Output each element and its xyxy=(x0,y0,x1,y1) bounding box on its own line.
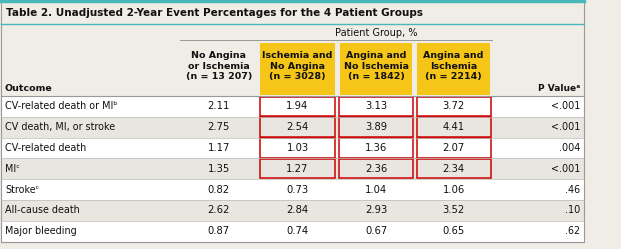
Text: 1.06: 1.06 xyxy=(443,185,465,194)
Text: CV-related death: CV-related death xyxy=(5,143,86,153)
Bar xyxy=(339,138,413,158)
Bar xyxy=(260,43,335,95)
Text: 2.62: 2.62 xyxy=(207,205,230,215)
Text: No Angina
or Ischemia
(n = 13 207): No Angina or Ischemia (n = 13 207) xyxy=(186,51,252,81)
Text: .62: .62 xyxy=(565,226,580,236)
Bar xyxy=(1,42,584,96)
Text: 0.73: 0.73 xyxy=(286,185,309,194)
Text: Patient Group, %: Patient Group, % xyxy=(335,28,417,38)
Text: 2.36: 2.36 xyxy=(365,164,387,174)
Text: .46: .46 xyxy=(565,185,580,194)
Text: 1.36: 1.36 xyxy=(365,143,387,153)
Bar xyxy=(417,159,491,178)
Text: .004: .004 xyxy=(559,143,580,153)
Bar xyxy=(183,43,255,95)
Bar xyxy=(1,0,584,25)
Text: 1.03: 1.03 xyxy=(286,143,309,153)
Text: Angina and
Ischemia
(n = 2214): Angina and Ischemia (n = 2214) xyxy=(424,51,484,81)
Bar xyxy=(339,118,413,137)
Text: 1.27: 1.27 xyxy=(286,164,309,174)
Text: P Valueᵃ: P Valueᵃ xyxy=(538,84,580,93)
Text: 1.04: 1.04 xyxy=(365,185,387,194)
Text: Ischemia and
No Angina
(n = 3028): Ischemia and No Angina (n = 3028) xyxy=(262,51,333,81)
Bar xyxy=(260,138,335,158)
Bar xyxy=(417,97,491,116)
Text: 3.52: 3.52 xyxy=(443,205,465,215)
Text: CV death, MI, or stroke: CV death, MI, or stroke xyxy=(5,122,115,132)
Text: MIᶜ: MIᶜ xyxy=(5,164,20,174)
Bar xyxy=(1,96,584,117)
Text: 1.94: 1.94 xyxy=(286,101,309,111)
Text: 2.75: 2.75 xyxy=(207,122,230,132)
Text: 2.34: 2.34 xyxy=(443,164,465,174)
Text: All-cause death: All-cause death xyxy=(5,205,79,215)
Bar xyxy=(1,137,584,158)
Bar xyxy=(417,138,491,158)
Bar xyxy=(1,200,584,221)
Text: Strokeᶜ: Strokeᶜ xyxy=(5,185,39,194)
Text: Table 2. Unadjusted 2-Year Event Percentages for the 4 Patient Groups: Table 2. Unadjusted 2-Year Event Percent… xyxy=(6,8,423,18)
Bar xyxy=(417,43,490,95)
Text: 3.72: 3.72 xyxy=(443,101,465,111)
Text: 2.07: 2.07 xyxy=(443,143,465,153)
Bar xyxy=(1,221,584,242)
Text: 4.41: 4.41 xyxy=(443,122,465,132)
Text: Outcome: Outcome xyxy=(5,84,53,93)
Bar xyxy=(417,118,491,137)
Text: 2.54: 2.54 xyxy=(286,122,309,132)
Text: <.001: <.001 xyxy=(551,101,580,111)
Text: 1.17: 1.17 xyxy=(207,143,230,153)
Bar xyxy=(1,25,584,42)
Text: 0.87: 0.87 xyxy=(208,226,230,236)
Bar xyxy=(1,117,584,137)
Text: 0.67: 0.67 xyxy=(365,226,387,236)
Text: Major bleeding: Major bleeding xyxy=(5,226,77,236)
Text: 3.89: 3.89 xyxy=(365,122,387,132)
Text: 0.65: 0.65 xyxy=(443,226,465,236)
Text: 3.13: 3.13 xyxy=(365,101,387,111)
Bar xyxy=(260,97,335,116)
Bar xyxy=(339,97,413,116)
Text: CV-related death or MIᵇ: CV-related death or MIᵇ xyxy=(5,101,117,111)
Text: 2.93: 2.93 xyxy=(365,205,387,215)
Bar xyxy=(260,159,335,178)
Bar xyxy=(340,43,412,95)
Text: <.001: <.001 xyxy=(551,122,580,132)
Text: 0.82: 0.82 xyxy=(208,185,230,194)
Bar xyxy=(1,179,584,200)
Text: 2.84: 2.84 xyxy=(286,205,309,215)
Bar xyxy=(260,118,335,137)
Text: 1.35: 1.35 xyxy=(208,164,230,174)
Text: Angina and
No Ischemia
(n = 1842): Angina and No Ischemia (n = 1842) xyxy=(343,51,409,81)
Text: .10: .10 xyxy=(564,205,580,215)
Bar xyxy=(339,159,413,178)
Bar xyxy=(1,158,584,179)
Text: 2.11: 2.11 xyxy=(207,101,230,111)
Text: <.001: <.001 xyxy=(551,164,580,174)
Text: 0.74: 0.74 xyxy=(286,226,309,236)
